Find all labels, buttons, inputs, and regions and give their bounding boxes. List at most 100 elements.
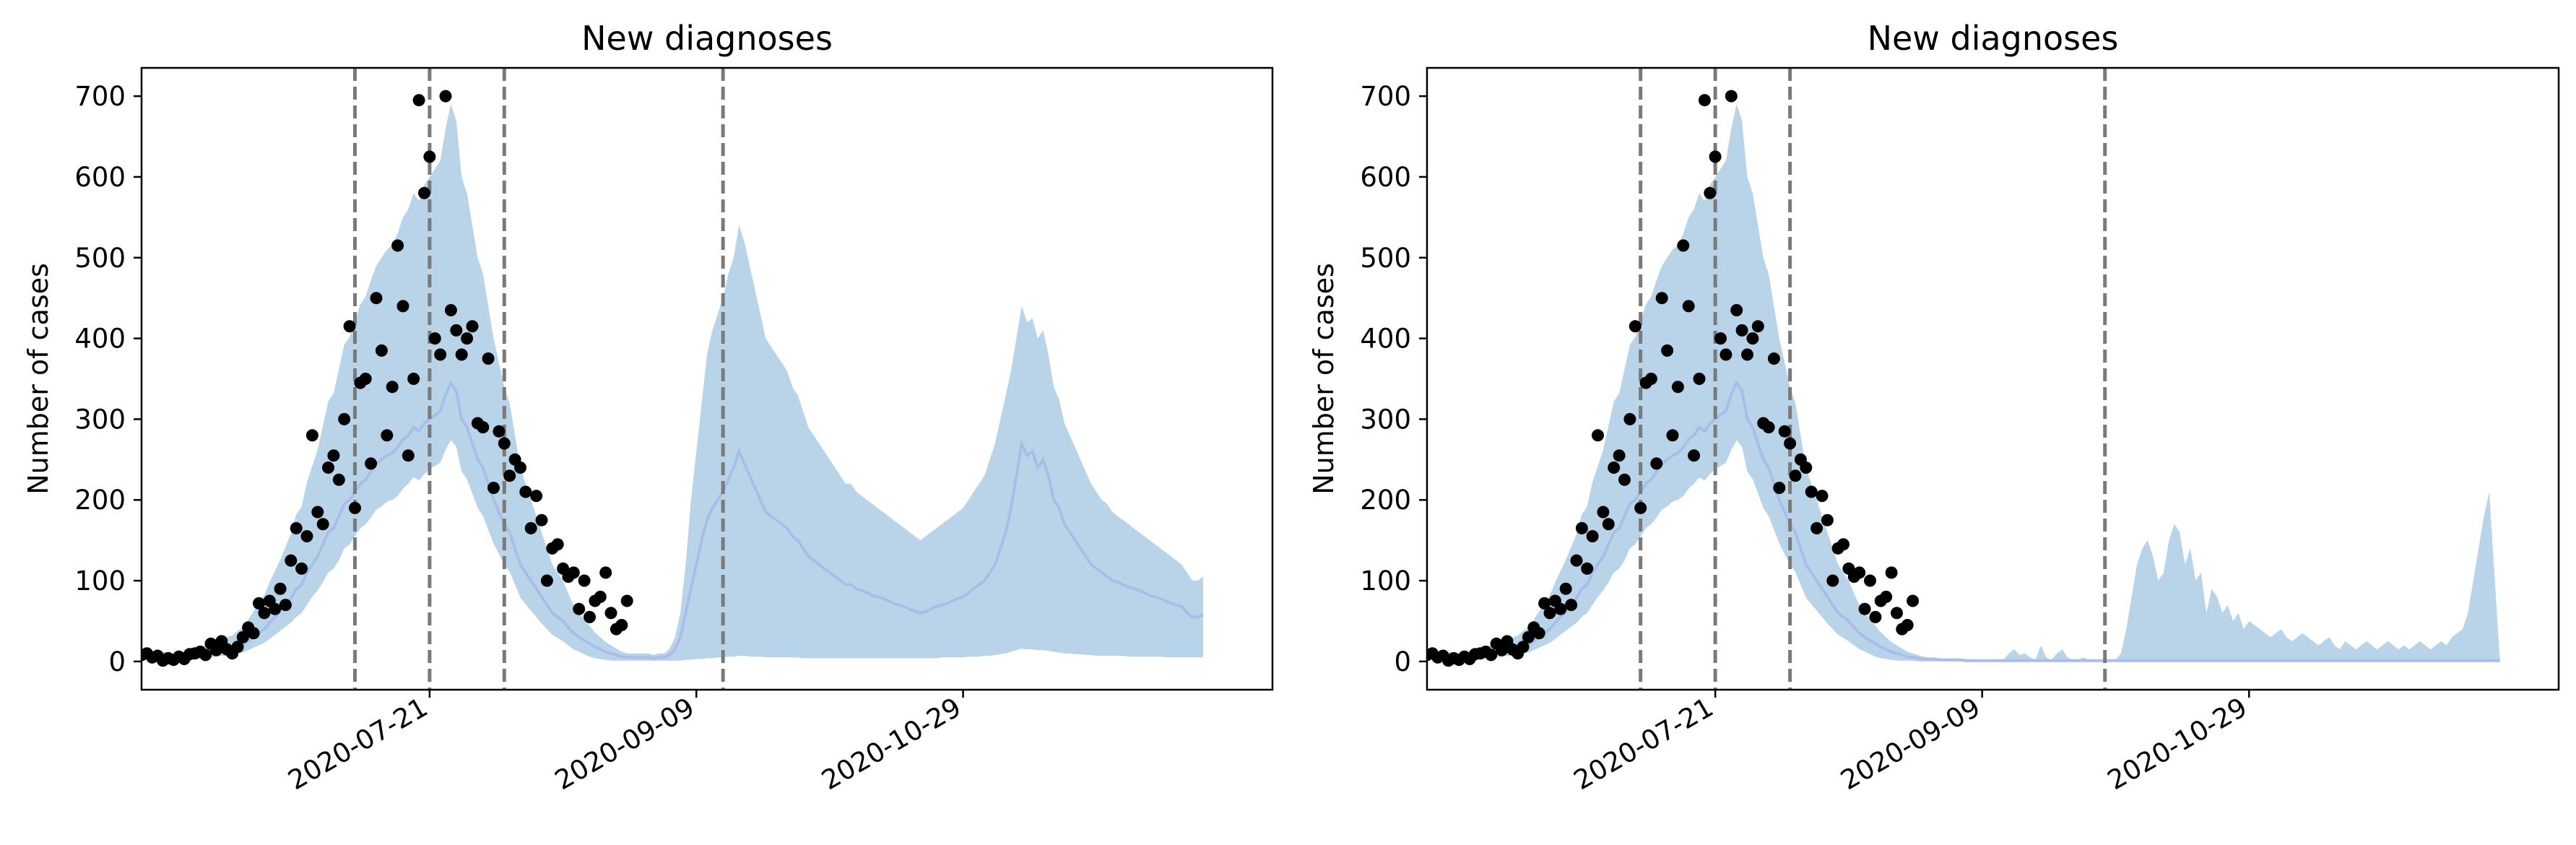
x-tick-label: 2020-09-09	[1835, 692, 1985, 797]
data-point	[402, 449, 415, 462]
data-point	[428, 332, 441, 345]
chart-panel-right: 0 100 200 300 400 500 600 700 2020-07-21 2020-09-…	[1308, 19, 2560, 797]
data-point	[514, 462, 526, 474]
data-point	[1629, 320, 1642, 333]
data-point	[423, 150, 436, 163]
data-point	[450, 324, 463, 337]
data-point	[1677, 239, 1690, 252]
data-point	[1826, 574, 1839, 587]
data-point	[1522, 630, 1535, 644]
data-point	[498, 437, 511, 450]
data-point	[1891, 607, 1903, 620]
y-tick-label: 600	[1360, 162, 1411, 193]
chart-title: New diagnoses	[581, 19, 833, 58]
data-point	[1805, 485, 1818, 498]
data-point	[620, 594, 633, 607]
data-point	[327, 449, 340, 462]
data-point	[412, 94, 425, 107]
data-point	[295, 562, 308, 575]
data-point	[381, 429, 394, 442]
data-point	[1586, 530, 1599, 542]
data-point	[503, 469, 516, 482]
plot-area	[1427, 68, 2500, 690]
data-point	[1784, 437, 1797, 450]
data-point	[1821, 514, 1834, 526]
y-tick-label: 0	[108, 646, 126, 677]
data-point	[1623, 412, 1636, 425]
data-point	[519, 485, 532, 498]
data-point	[1719, 348, 1732, 361]
data-point	[1671, 381, 1684, 394]
y-tick-label: 600	[74, 162, 126, 193]
data-point	[386, 381, 399, 394]
data-point	[311, 506, 324, 519]
data-point	[444, 304, 457, 316]
y-tick-label: 200	[74, 485, 126, 516]
data-point	[1704, 186, 1717, 199]
data-point	[477, 421, 490, 434]
data-point	[1767, 352, 1780, 365]
data-point	[1581, 562, 1594, 575]
data-point	[290, 521, 303, 534]
data-point	[615, 619, 628, 631]
data-point	[439, 90, 452, 103]
data-point	[1907, 594, 1920, 607]
data-point	[482, 352, 495, 365]
data-point	[1730, 304, 1743, 316]
data-point	[231, 641, 244, 654]
data-point	[322, 462, 334, 474]
data-point	[573, 602, 586, 615]
data-point	[1613, 449, 1626, 462]
data-point	[487, 482, 500, 494]
data-point	[1661, 344, 1674, 357]
data-point	[584, 610, 596, 623]
y-tick-label: 300	[1360, 404, 1411, 435]
data-point	[269, 602, 282, 615]
data-point	[1618, 473, 1631, 486]
data-point	[1773, 482, 1786, 494]
data-point	[1517, 641, 1530, 654]
data-point	[1698, 94, 1711, 107]
data-point	[1901, 619, 1914, 631]
chart-title: New diagnoses	[1868, 19, 2119, 58]
data-point	[1741, 348, 1753, 361]
data-point	[365, 457, 378, 470]
data-point	[578, 574, 591, 587]
data-point	[1725, 90, 1738, 103]
data-point	[1543, 607, 1556, 620]
data-point	[300, 530, 313, 542]
data-point	[434, 348, 447, 361]
data-point	[209, 644, 222, 656]
data-point	[1762, 421, 1775, 434]
data-point	[493, 425, 506, 438]
data-point	[1800, 462, 1813, 474]
data-point	[1853, 566, 1866, 579]
data-point	[1688, 449, 1701, 462]
data-point	[535, 514, 548, 526]
data-point	[540, 574, 553, 587]
data-point	[1575, 521, 1588, 534]
y-axis-label: Number of cases	[1308, 263, 1340, 495]
data-point	[1634, 501, 1647, 514]
y-tick-label: 100	[74, 566, 126, 597]
data-point	[551, 538, 564, 551]
data-point	[1602, 518, 1615, 531]
data-point	[1666, 429, 1679, 442]
data-point	[375, 344, 388, 357]
data-point	[279, 599, 292, 612]
data-point	[343, 320, 356, 333]
data-point	[1532, 627, 1545, 640]
y-tick-label: 400	[1360, 324, 1411, 355]
data-point	[466, 320, 479, 333]
data-point	[253, 597, 265, 610]
data-point	[604, 607, 617, 620]
data-point	[1778, 425, 1791, 438]
y-tick-label: 700	[74, 81, 126, 112]
data-point	[1858, 602, 1871, 615]
median-line	[142, 379, 1204, 661]
y-tick-label: 0	[1394, 646, 1411, 677]
data-point	[1816, 490, 1829, 503]
data-point	[1655, 292, 1668, 305]
data-point	[407, 373, 420, 385]
